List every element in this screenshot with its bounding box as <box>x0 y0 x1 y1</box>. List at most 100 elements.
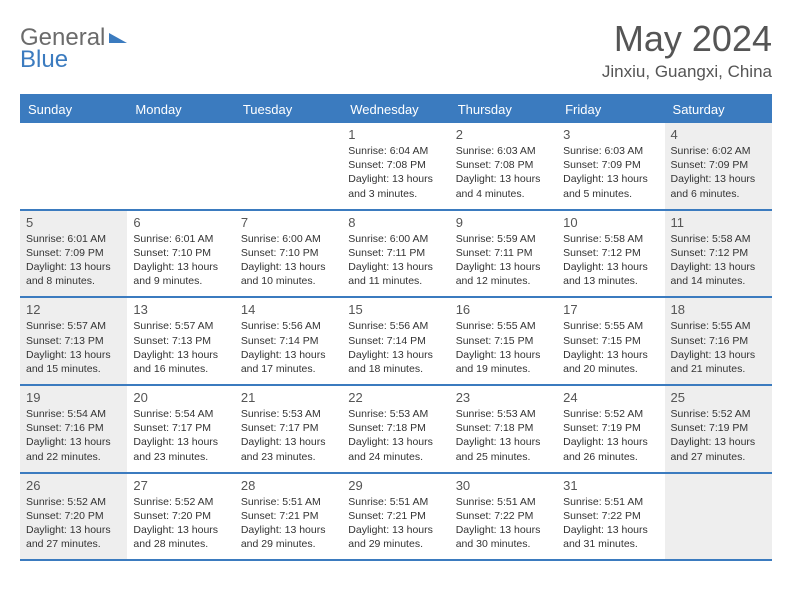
sunset-text: Sunset: 7:12 PM <box>563 246 658 260</box>
daylight-text: Daylight: 13 hours and 4 minutes. <box>456 172 551 200</box>
sunset-text: Sunset: 7:10 PM <box>241 246 336 260</box>
day-info: Sunrise: 5:54 AMSunset: 7:17 PMDaylight:… <box>133 407 228 464</box>
sunrise-text: Sunrise: 5:59 AM <box>456 232 551 246</box>
sunrise-text: Sunrise: 5:54 AM <box>26 407 121 421</box>
sunset-text: Sunset: 7:16 PM <box>671 334 766 348</box>
sunrise-text: Sunrise: 5:52 AM <box>671 407 766 421</box>
day-number: 27 <box>133 478 228 493</box>
sunrise-text: Sunrise: 5:52 AM <box>133 495 228 509</box>
daylight-text: Daylight: 13 hours and 6 minutes. <box>671 172 766 200</box>
day-cell: 18 Sunrise: 5:55 AMSunset: 7:16 PMDayligh… <box>665 298 772 384</box>
day-info: Sunrise: 6:03 AMSunset: 7:08 PMDaylight:… <box>456 144 551 201</box>
day-cell <box>20 123 127 209</box>
day-header: Wednesday <box>342 96 449 123</box>
daylight-text: Daylight: 13 hours and 29 minutes. <box>241 523 336 551</box>
sunrise-text: Sunrise: 5:51 AM <box>348 495 443 509</box>
day-header-row: Sunday Monday Tuesday Wednesday Thursday… <box>20 96 772 123</box>
day-info: Sunrise: 5:56 AMSunset: 7:14 PMDaylight:… <box>348 319 443 376</box>
week-row: 19Sunrise: 5:54 AMSunset: 7:16 PMDayligh… <box>20 386 772 474</box>
sunset-text: Sunset: 7:20 PM <box>133 509 228 523</box>
day-cell: 20 Sunrise: 5:54 AMSunset: 7:17 PMDayligh… <box>127 386 234 472</box>
day-cell: 26Sunrise: 5:52 AMSunset: 7:20 PMDayligh… <box>20 474 127 560</box>
daylight-text: Daylight: 13 hours and 22 minutes. <box>26 435 121 463</box>
day-number: 23 <box>456 390 551 405</box>
daylight-text: Daylight: 13 hours and 8 minutes. <box>26 260 121 288</box>
sunrise-text: Sunrise: 6:00 AM <box>348 232 443 246</box>
daylight-text: Daylight: 13 hours and 15 minutes. <box>26 348 121 376</box>
day-number: 4 <box>671 127 766 142</box>
sunset-text: Sunset: 7:17 PM <box>241 421 336 435</box>
sunset-text: Sunset: 7:12 PM <box>671 246 766 260</box>
week-row: 12Sunrise: 5:57 AMSunset: 7:13 PMDayligh… <box>20 298 772 386</box>
daylight-text: Daylight: 13 hours and 5 minutes. <box>563 172 658 200</box>
week-row: 1Sunrise: 6:04 AMSunset: 7:08 PMDaylight… <box>20 123 772 211</box>
sunset-text: Sunset: 7:14 PM <box>348 334 443 348</box>
day-info: Sunrise: 6:03 AMSunset: 7:09 PMDaylight:… <box>563 144 658 201</box>
sunrise-text: Sunrise: 5:51 AM <box>456 495 551 509</box>
sunrise-text: Sunrise: 5:56 AM <box>348 319 443 333</box>
sunset-text: Sunset: 7:09 PM <box>563 158 658 172</box>
location: Jinxiu, Guangxi, China <box>602 62 772 82</box>
sunset-text: Sunset: 7:21 PM <box>241 509 336 523</box>
sunset-text: Sunset: 7:16 PM <box>26 421 121 435</box>
day-info: Sunrise: 6:00 AMSunset: 7:11 PMDaylight:… <box>348 232 443 289</box>
day-number: 14 <box>241 302 336 317</box>
day-number: 28 <box>241 478 336 493</box>
daylight-text: Daylight: 13 hours and 13 minutes. <box>563 260 658 288</box>
sunset-text: Sunset: 7:17 PM <box>133 421 228 435</box>
day-cell: 11Sunrise: 5:58 AMSunset: 7:12 PMDayligh… <box>665 211 772 297</box>
sunset-text: Sunset: 7:15 PM <box>563 334 658 348</box>
sunset-text: Sunset: 7:10 PM <box>133 246 228 260</box>
day-cell: 25Sunrise: 5:52 AMSunset: 7:19 PMDayligh… <box>665 386 772 472</box>
day-info: Sunrise: 5:52 AMSunset: 7:20 PMDaylight:… <box>133 495 228 552</box>
day-info: Sunrise: 6:04 AMSunset: 7:08 PMDaylight:… <box>348 144 443 201</box>
day-number: 26 <box>26 478 121 493</box>
day-info: Sunrise: 6:02 AMSunset: 7:09 PMDaylight:… <box>671 144 766 201</box>
day-number: 9 <box>456 215 551 230</box>
day-number: 11 <box>671 215 766 230</box>
day-info: Sunrise: 5:55 AMSunset: 7:15 PMDaylight:… <box>456 319 551 376</box>
title-block: May 2024 Jinxiu, Guangxi, China <box>602 18 772 82</box>
day-cell: 8 Sunrise: 6:00 AMSunset: 7:11 PMDaylight… <box>342 211 449 297</box>
day-header: Thursday <box>450 96 557 123</box>
sunrise-text: Sunrise: 5:57 AM <box>26 319 121 333</box>
month-title: May 2024 <box>602 18 772 60</box>
day-cell: 1Sunrise: 6:04 AMSunset: 7:08 PMDaylight… <box>342 123 449 209</box>
sunrise-text: Sunrise: 6:01 AM <box>26 232 121 246</box>
day-cell: 30Sunrise: 5:51 AMSunset: 7:22 PMDayligh… <box>450 474 557 560</box>
day-info: Sunrise: 5:55 AMSunset: 7:16 PMDaylight:… <box>671 319 766 376</box>
day-number: 29 <box>348 478 443 493</box>
day-cell <box>665 474 772 560</box>
day-info: Sunrise: 5:53 AMSunset: 7:18 PMDaylight:… <box>456 407 551 464</box>
sunset-text: Sunset: 7:18 PM <box>348 421 443 435</box>
sunrise-text: Sunrise: 6:03 AM <box>563 144 658 158</box>
sunrise-text: Sunrise: 6:02 AM <box>671 144 766 158</box>
daylight-text: Daylight: 13 hours and 16 minutes. <box>133 348 228 376</box>
daylight-text: Daylight: 13 hours and 14 minutes. <box>671 260 766 288</box>
sunset-text: Sunset: 7:18 PM <box>456 421 551 435</box>
daylight-text: Daylight: 13 hours and 20 minutes. <box>563 348 658 376</box>
sunset-text: Sunset: 7:22 PM <box>456 509 551 523</box>
day-cell: 13Sunrise: 5:57 AMSunset: 7:13 PMDayligh… <box>127 298 234 384</box>
day-cell: 28Sunrise: 5:51 AMSunset: 7:21 PMDayligh… <box>235 474 342 560</box>
day-number: 20 <box>133 390 228 405</box>
day-number: 31 <box>563 478 658 493</box>
day-info: Sunrise: 5:54 AMSunset: 7:16 PMDaylight:… <box>26 407 121 464</box>
day-number: 8 <box>348 215 443 230</box>
day-cell: 21Sunrise: 5:53 AMSunset: 7:17 PMDayligh… <box>235 386 342 472</box>
day-info: Sunrise: 5:56 AMSunset: 7:14 PMDaylight:… <box>241 319 336 376</box>
day-info: Sunrise: 6:00 AMSunset: 7:10 PMDaylight:… <box>241 232 336 289</box>
day-number: 30 <box>456 478 551 493</box>
day-number: 18 <box>671 302 766 317</box>
day-header: Friday <box>557 96 664 123</box>
day-number: 7 <box>241 215 336 230</box>
sunrise-text: Sunrise: 5:58 AM <box>563 232 658 246</box>
day-info: Sunrise: 5:51 AMSunset: 7:21 PMDaylight:… <box>348 495 443 552</box>
sunset-text: Sunset: 7:22 PM <box>563 509 658 523</box>
day-info: Sunrise: 5:51 AMSunset: 7:22 PMDaylight:… <box>563 495 658 552</box>
day-info: Sunrise: 5:53 AMSunset: 7:18 PMDaylight:… <box>348 407 443 464</box>
sunset-text: Sunset: 7:11 PM <box>348 246 443 260</box>
day-cell: 7 Sunrise: 6:00 AMSunset: 7:10 PMDaylight… <box>235 211 342 297</box>
daylight-text: Daylight: 13 hours and 26 minutes. <box>563 435 658 463</box>
day-cell: 27 Sunrise: 5:52 AMSunset: 7:20 PMDayligh… <box>127 474 234 560</box>
